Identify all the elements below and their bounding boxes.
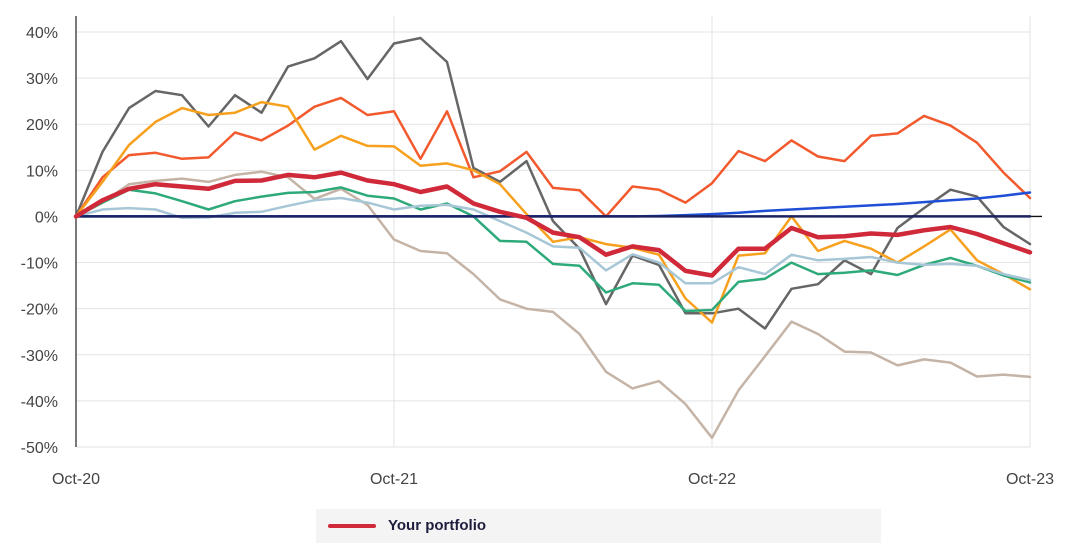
series-lines — [73, 36, 1033, 440]
y-tick-label: 0% — [35, 209, 58, 226]
y-tick-label: -30% — [21, 348, 58, 365]
series-line-2 — [74, 96, 1032, 218]
y-tick-label: -10% — [21, 256, 58, 273]
y-tick-label: -50% — [21, 440, 58, 457]
legend: Your portfolio — [316, 509, 881, 543]
y-tick-label: 30% — [26, 71, 58, 88]
x-tick-label: Oct-20 — [52, 471, 100, 488]
chart-svg: 40% 30% 20% 10% 0% -10% -20% -30% -40% -50% Oct-20… — [21, 16, 1054, 488]
legend-swatch — [328, 523, 376, 528]
series-line-7 — [74, 191, 1032, 218]
x-tick-label: Oct-23 — [1006, 471, 1054, 488]
y-tick-label: -40% — [21, 394, 58, 411]
series-line-6 — [74, 196, 1032, 285]
series-line-5 — [74, 186, 1032, 313]
x-tick-label: Oct-22 — [688, 471, 736, 488]
series-line-4 — [74, 170, 1032, 440]
x-tick-label: Oct-21 — [370, 471, 418, 488]
y-tick-label: 20% — [26, 117, 58, 134]
y-tick-label: -20% — [21, 302, 58, 319]
series-line-1 — [74, 36, 1032, 330]
legend-label: Your portfolio — [388, 517, 487, 534]
line-chart: 40% 30% 20% 10% 0% -10% -20% -30% -40% -50% Oct-20… — [21, 16, 1054, 488]
y-tick-label: 10% — [26, 163, 58, 180]
series-line-your-portfolio — [73, 170, 1033, 278]
legend-item-your-portfolio: Your portfolio — [328, 517, 486, 534]
tick-labels: 40% 30% 20% 10% 0% -10% -20% -30% -40% -50% Oct-20… — [21, 25, 1054, 488]
y-tick-label: 40% — [26, 25, 58, 42]
series-line-3 — [74, 100, 1032, 324]
